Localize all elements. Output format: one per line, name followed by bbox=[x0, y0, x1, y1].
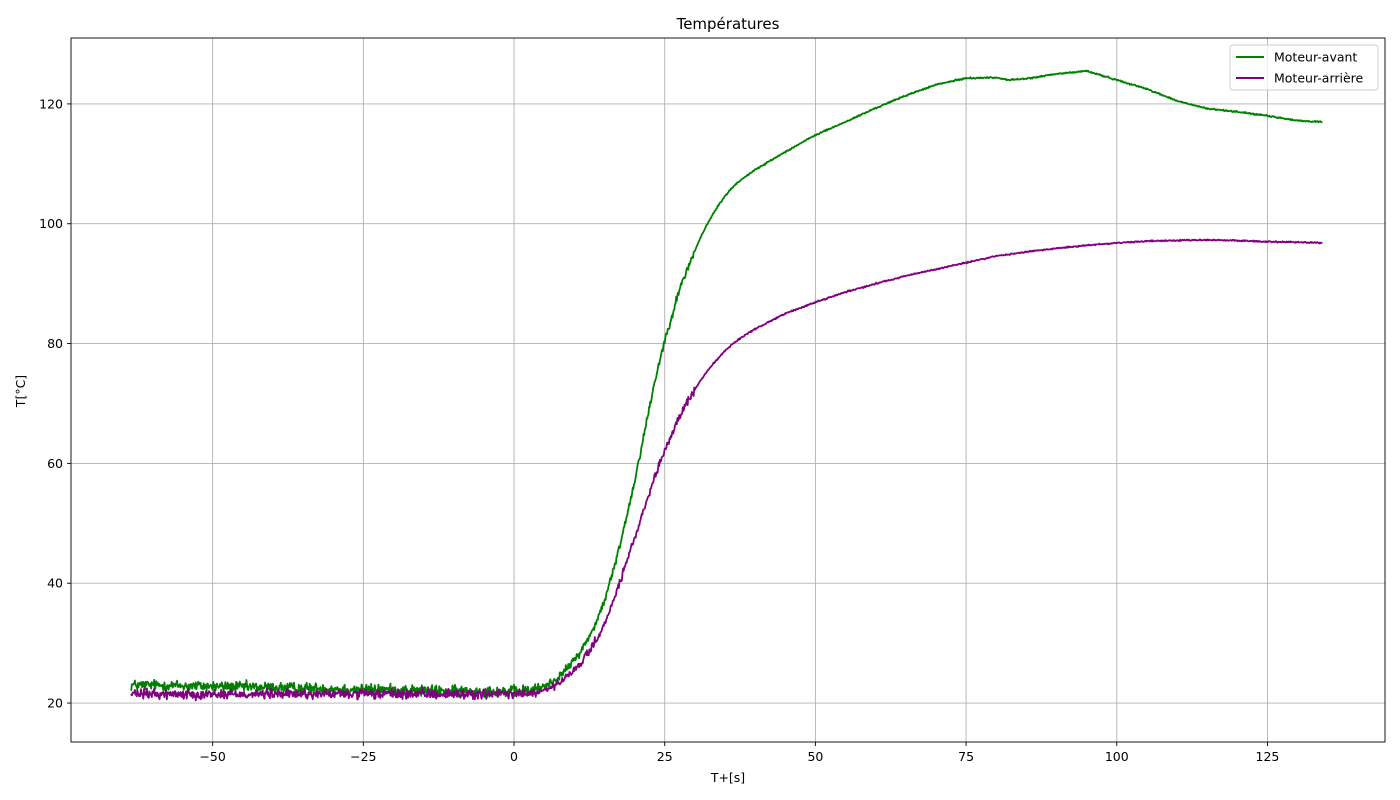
x-tick-label: 125 bbox=[1256, 749, 1280, 764]
x-tick-label: 100 bbox=[1105, 749, 1129, 764]
legend-label: Moteur-arrière bbox=[1274, 71, 1364, 86]
legend: Moteur-avant Moteur-arrière bbox=[1229, 44, 1379, 91]
grid bbox=[71, 38, 1385, 742]
legend-box bbox=[1229, 44, 1379, 91]
legend-label: Moteur-avant bbox=[1274, 50, 1357, 65]
x-tick-label: 50 bbox=[807, 749, 823, 764]
x-tick-label: −50 bbox=[199, 749, 225, 764]
series-line-2 bbox=[130, 238, 1323, 702]
x-axis-label: T+[s] bbox=[710, 770, 745, 785]
x-tick-label: −25 bbox=[350, 749, 376, 764]
axis-ticks: −50 −25 0 25 50 75 100 125 20 40 60 80 100 120 bbox=[39, 96, 1279, 764]
plot-area-frame bbox=[70, 37, 1386, 743]
y-tick-label: 60 bbox=[47, 456, 63, 471]
chart-title: Températures bbox=[676, 15, 780, 33]
y-tick-label: 120 bbox=[39, 96, 63, 111]
x-tick-label: 0 bbox=[510, 749, 518, 764]
y-tick-label: 20 bbox=[47, 696, 63, 711]
series-lines bbox=[130, 69, 1323, 702]
y-tick-label: 80 bbox=[47, 336, 63, 351]
y-axis-label: T[°C] bbox=[13, 375, 28, 408]
x-tick-label: 25 bbox=[657, 749, 673, 764]
series-line-1 bbox=[130, 69, 1323, 699]
y-tick-label: 40 bbox=[47, 576, 63, 591]
y-tick-label: 100 bbox=[39, 216, 63, 231]
x-tick-label: 75 bbox=[958, 749, 974, 764]
